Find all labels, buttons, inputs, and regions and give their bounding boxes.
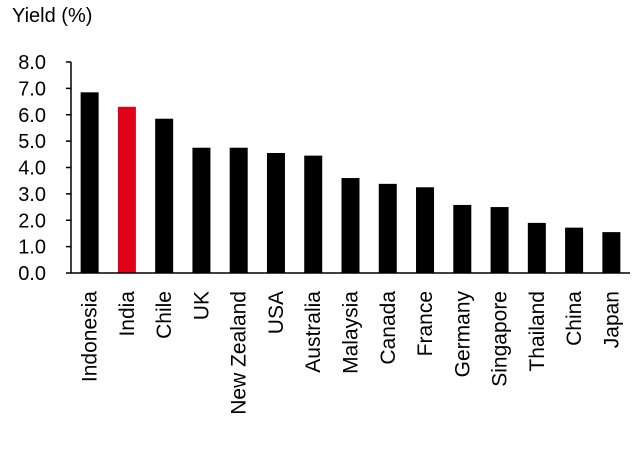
- bar-usa: [266, 152, 285, 273]
- x-category-label: Malaysia: [340, 291, 363, 374]
- bar-thailand: [527, 222, 546, 273]
- x-category-label: India: [116, 291, 139, 337]
- bar-malaysia: [341, 178, 360, 273]
- y-tick-label: 0.0: [18, 263, 46, 285]
- x-category-label: USA: [265, 291, 288, 334]
- bar-canada: [378, 183, 397, 273]
- y-tick-label: 4.0: [18, 158, 46, 180]
- bar-china: [565, 227, 584, 273]
- x-category-label: Singapore: [489, 291, 512, 387]
- y-tick-label: 3.0: [18, 184, 46, 206]
- x-category-label: Japan: [600, 291, 623, 348]
- y-axis-label: Yield (%): [12, 5, 93, 27]
- x-category-label: China: [563, 291, 586, 346]
- x-category-label: Chile: [153, 291, 176, 339]
- x-category-label: France: [414, 291, 437, 356]
- bar-india: [117, 106, 136, 274]
- x-category-label: Thailand: [526, 291, 549, 372]
- bar-chile: [155, 118, 174, 273]
- bar-singapore: [490, 207, 509, 273]
- bar-japan: [602, 232, 621, 273]
- y-tick-label: 7.0: [18, 78, 46, 100]
- y-tick-label: 2.0: [18, 210, 46, 232]
- x-category-label: Canada: [377, 291, 400, 365]
- x-category-label: Australia: [302, 291, 325, 373]
- bar-new-zealand: [229, 147, 248, 273]
- y-tick-label: 8.0: [18, 52, 46, 74]
- y-tick-label: 1.0: [18, 237, 46, 259]
- x-category-label: New Zealand: [228, 291, 251, 415]
- y-tick-label: 5.0: [18, 131, 46, 153]
- x-category-label: Germany: [451, 291, 474, 378]
- y-tick-label: 6.0: [18, 105, 46, 127]
- bar-france: [416, 187, 435, 273]
- x-category-label: UK: [190, 291, 213, 320]
- bar-germany: [453, 204, 472, 273]
- bar-uk: [192, 147, 211, 273]
- bar-indonesia: [80, 92, 99, 273]
- bar-australia: [304, 155, 323, 273]
- x-category-label: Indonesia: [79, 291, 102, 382]
